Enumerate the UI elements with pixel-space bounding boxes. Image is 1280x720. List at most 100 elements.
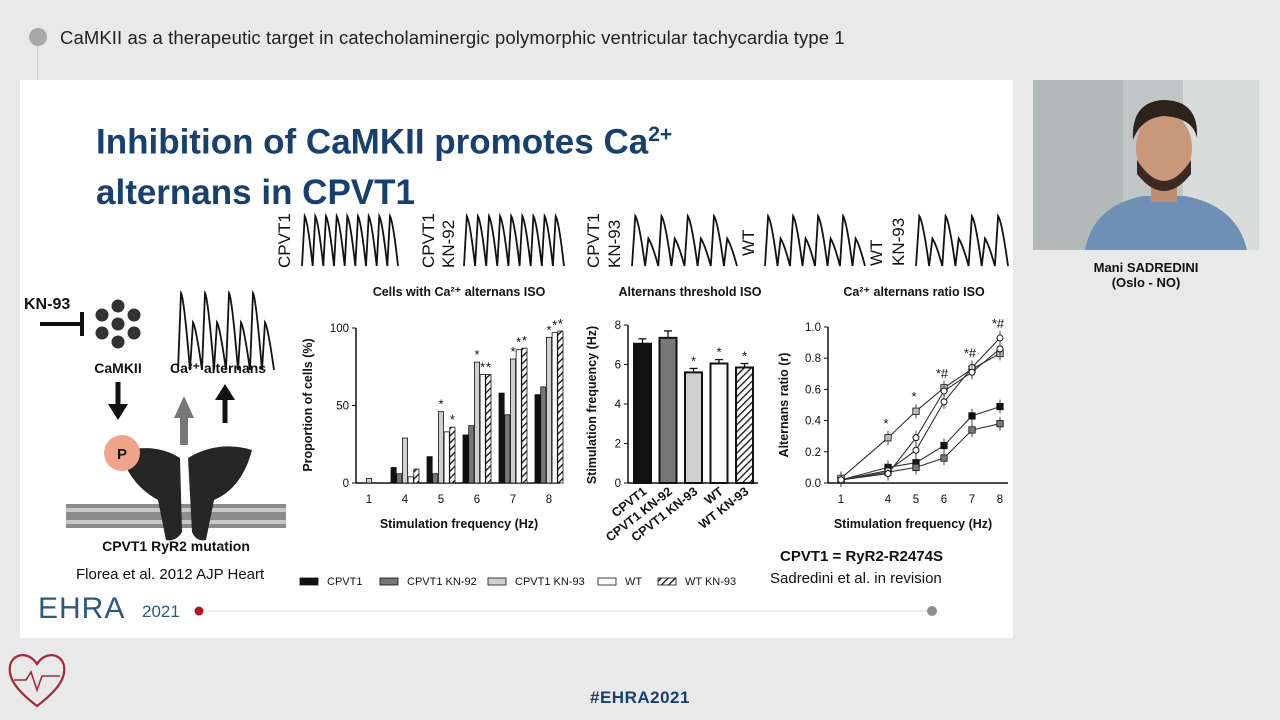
session-title: CaMKII as a therapeutic target in catech… xyxy=(60,27,845,48)
calcium-traces: CPVT1 CPVT1 KN-92 CPVT1 KN-93 WT WT KN-9… xyxy=(275,212,1009,268)
chart3-point xyxy=(912,407,920,415)
phospho-label: P xyxy=(117,446,127,463)
chart1-bar xyxy=(407,476,414,484)
chart1-bar xyxy=(413,468,420,484)
alternans-trace xyxy=(177,289,275,371)
chart3-line xyxy=(840,353,1001,479)
chart2-title: Alternans threshold ISO xyxy=(618,285,761,299)
chart3-xtick-label: 1 xyxy=(838,494,844,506)
session-header: CaMKII as a therapeutic target in catech… xyxy=(0,0,1280,80)
chart1-sig-mark: * xyxy=(552,318,557,333)
chart-alternans-ratio: Ca²⁺ alternans ratio ISO Stimulation fre… xyxy=(777,285,1008,531)
chart1-xtick-label: 4 xyxy=(402,494,409,506)
chart1-xtick-label: 5 xyxy=(438,494,444,506)
ryr2-schematic: KN-93 CaMKII Ca²⁺ alternans xyxy=(24,289,286,583)
chart-legend: CPVT1 CPVT1 KN-92 CPVT1 KN-93 WT WT KN-93 xyxy=(299,576,736,588)
chart2-ytick-label: 4 xyxy=(615,399,622,411)
chart3-ytick-label: 0.2 xyxy=(805,447,821,459)
chart1-bar xyxy=(515,349,522,484)
chart1-ylabel: Proportion of cells (%) xyxy=(301,338,315,471)
presentation-slide: Inhibition of CaMKII promotes Ca2+ alter… xyxy=(20,80,1013,638)
speaker-hair xyxy=(1132,100,1198,140)
chart3-point xyxy=(940,387,948,395)
camkii-label: CaMKII xyxy=(94,360,141,376)
chart1-ytick-label: 50 xyxy=(336,401,349,413)
chart1-bar xyxy=(521,347,528,484)
speaker-affiliation: (Oslo - NO) xyxy=(1111,275,1181,290)
legend-swatch xyxy=(299,577,319,586)
chart3-ytick-label: 0.0 xyxy=(805,478,821,490)
chart3-xtick-label: 6 xyxy=(941,494,947,506)
chart1-bar xyxy=(401,437,408,484)
chart3-point xyxy=(996,402,1004,411)
chart1-bar xyxy=(540,386,547,484)
chart1-bar xyxy=(396,473,403,484)
chart3-point xyxy=(940,454,948,462)
legend-swatch xyxy=(487,577,507,586)
legend-swatch xyxy=(597,577,617,586)
chart3-ylabel: Alternans ratio (r) xyxy=(777,353,791,458)
chart1-bar xyxy=(426,456,433,484)
chart1-bar xyxy=(557,330,564,484)
chart3-point xyxy=(940,441,948,450)
ca-efflux-arrow xyxy=(174,396,194,445)
chart3-ytick-label: 1.0 xyxy=(805,322,821,334)
legend-label: WT xyxy=(625,576,642,588)
trace-label-2b: KN-92 xyxy=(439,220,458,268)
chart1-bar xyxy=(432,473,439,484)
chart1-bar xyxy=(485,374,492,484)
chart3-line xyxy=(840,337,1001,481)
legend-label: WT KN-93 xyxy=(685,576,736,588)
chart2-sig-mark: * xyxy=(716,345,721,360)
trace-1 xyxy=(301,212,399,267)
chart3-point xyxy=(968,412,976,420)
legend-label: CPVT1 KN-93 xyxy=(515,576,585,588)
timeline-line xyxy=(37,46,38,80)
kn93-label: KN-93 xyxy=(24,296,70,313)
chart2-bar xyxy=(684,371,703,484)
chart3-point xyxy=(837,476,845,484)
trace-2 xyxy=(463,212,565,267)
chart1-sig-mark: * xyxy=(480,360,485,375)
progress-handle[interactable] xyxy=(927,606,937,616)
chart1-xtick-label: 6 xyxy=(474,494,480,506)
chart3-xtick-label: 7 xyxy=(969,494,975,506)
chart3-point xyxy=(912,446,920,454)
chart1-sig-mark: * xyxy=(546,322,551,337)
chart1-bar xyxy=(443,431,450,484)
trace-label-2a: CPVT1 xyxy=(419,213,438,268)
slide-title-line1: Inhibition of CaMKII promotes Ca xyxy=(96,122,649,162)
chart1-sig-mark: * xyxy=(486,360,491,375)
speaker-name: Mani SADREDINI xyxy=(1093,260,1199,275)
chart3-point xyxy=(884,470,892,478)
chart2-ytick-label: 6 xyxy=(615,360,621,372)
chart-alternans-threshold: Alternans threshold ISO Stimulation freq… xyxy=(585,285,762,545)
speaker-video-frame xyxy=(1033,80,1259,250)
chart1-xtick-label: 7 xyxy=(510,494,516,506)
speaker-info: Mani SADREDINI (Oslo - NO) xyxy=(1033,260,1259,290)
chart2-ytick-label: 0 xyxy=(615,478,621,490)
chart-cells-alternans: Cells with Ca²⁺ alternans ISO Stimulatio… xyxy=(301,285,564,531)
ryr2-right xyxy=(188,446,252,541)
chart3-sig-mark: *# xyxy=(936,366,949,381)
chart3-point xyxy=(912,463,920,472)
speaker-face xyxy=(1136,112,1192,184)
chart2-ytick-label: 2 xyxy=(615,439,621,451)
chart3-ytick-label: 0.6 xyxy=(805,384,821,396)
legend-label: CPVT1 xyxy=(327,576,362,588)
ehra-logo-dot xyxy=(194,606,204,616)
chart1-sig-mark: * xyxy=(474,347,479,362)
chart2-xtick-label: WT KN-93 xyxy=(696,484,751,531)
chart1-bar xyxy=(473,361,480,484)
chart3-point xyxy=(968,368,976,376)
chart1-bar xyxy=(449,426,456,484)
chart3-point xyxy=(968,426,976,434)
chart1-sig-mark: * xyxy=(510,344,515,359)
chart2-ytick-label: 8 xyxy=(615,320,621,332)
chart2-bar xyxy=(735,366,754,484)
chart3-xlabel: Stimulation frequency (Hz) xyxy=(834,517,992,531)
chart3-sig-mark: * xyxy=(883,416,888,431)
event-hashtag: #EHRA2021 xyxy=(590,688,690,707)
chart1-xlabel: Stimulation frequency (Hz) xyxy=(380,517,538,531)
chart1-sig-mark: * xyxy=(522,333,527,348)
